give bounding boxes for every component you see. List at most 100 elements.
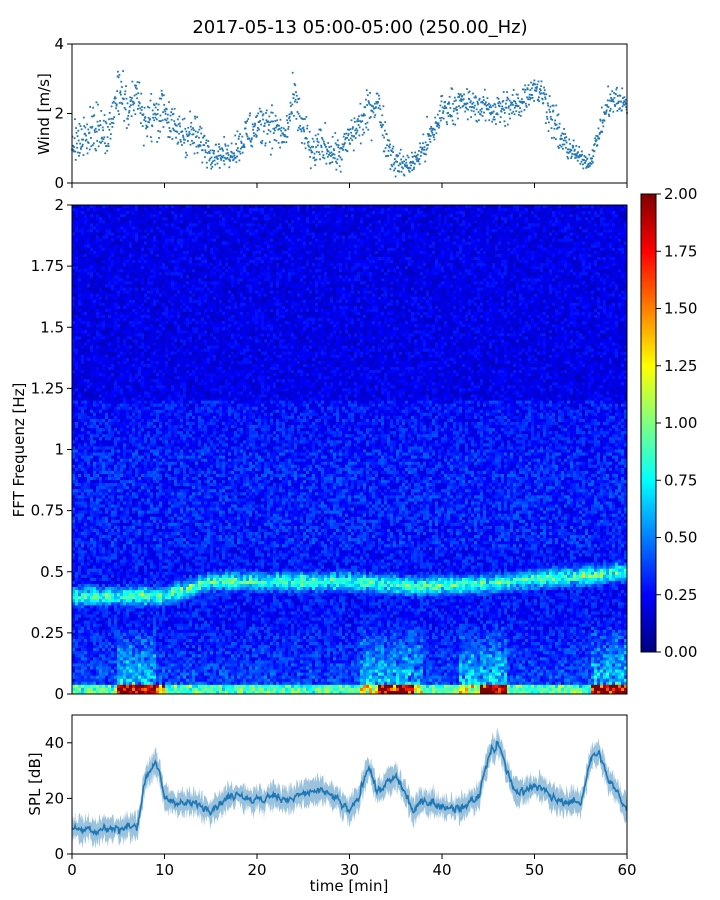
wind-point	[184, 118, 186, 120]
wind-point	[456, 109, 458, 111]
wind-point	[433, 134, 435, 136]
wind-point	[453, 110, 455, 112]
wind-point	[150, 100, 152, 102]
wind-point	[388, 140, 390, 142]
wind-point	[134, 95, 136, 97]
wind-point	[311, 151, 313, 153]
wind-point	[168, 127, 170, 129]
wind-point	[380, 122, 382, 124]
wind-point	[98, 129, 100, 131]
wind-point	[425, 142, 427, 144]
wind-point	[89, 132, 91, 134]
wind-point	[163, 104, 165, 106]
wind-point	[457, 118, 459, 120]
wind-point	[175, 137, 177, 139]
wind-point	[240, 141, 242, 143]
wind-point	[158, 104, 160, 106]
wind-point	[103, 136, 105, 138]
wind-point	[316, 151, 318, 153]
wind-point	[87, 152, 89, 154]
wind-point	[206, 162, 208, 164]
wind-point	[357, 130, 359, 132]
wind-point	[389, 144, 391, 146]
wind-point	[449, 96, 451, 98]
wind-point	[283, 127, 285, 129]
wind-point	[221, 148, 223, 150]
wind-point	[302, 118, 304, 120]
wind-point	[118, 113, 120, 115]
wind-point	[108, 129, 110, 131]
wind-point	[327, 156, 329, 158]
wind-point	[228, 166, 230, 168]
wind-point	[349, 143, 351, 145]
wind-point	[100, 124, 102, 126]
wind-point	[407, 155, 409, 157]
wind-point	[176, 131, 178, 133]
wind-point	[286, 119, 288, 121]
wind-point	[186, 154, 188, 156]
wind-point	[73, 146, 75, 148]
wind-point	[265, 112, 267, 114]
wind-point	[295, 118, 297, 120]
wind-point	[146, 135, 148, 137]
wind-point	[229, 160, 231, 162]
wind-point	[184, 128, 186, 130]
wind-point	[231, 143, 233, 145]
wind-point	[278, 125, 280, 127]
wind-point	[190, 122, 192, 124]
wind-point	[177, 142, 179, 144]
wind-point	[127, 118, 129, 120]
wind-point	[198, 146, 200, 148]
wind-point	[344, 142, 346, 144]
wind-point	[113, 116, 115, 118]
wind-point	[252, 129, 254, 131]
wind-point	[294, 101, 296, 103]
wind-point	[273, 132, 275, 134]
wind-point	[371, 140, 373, 142]
wind-point	[80, 148, 82, 150]
wind-point	[319, 153, 321, 155]
wind-point	[137, 92, 139, 94]
wind-point	[108, 145, 110, 147]
wind-point	[147, 126, 149, 128]
wind-point	[235, 161, 237, 163]
wind-point	[115, 97, 117, 99]
wind-point	[353, 135, 355, 137]
wind-point	[222, 150, 224, 152]
wind-point	[156, 103, 158, 105]
wind-point	[141, 109, 143, 111]
wind-point	[392, 146, 394, 148]
wind-point	[205, 142, 207, 144]
wind-point	[392, 151, 394, 153]
wind-point	[95, 150, 97, 152]
wind-point	[454, 124, 456, 126]
wind-point	[429, 128, 431, 130]
wind-point	[405, 159, 407, 161]
wind-point	[384, 150, 386, 152]
wind-point	[315, 135, 317, 137]
wind-point	[342, 149, 344, 151]
wind-point	[314, 153, 316, 155]
wind-point	[77, 135, 79, 137]
wind-point	[161, 93, 163, 95]
wind-point	[340, 171, 342, 173]
wind-point	[124, 90, 126, 92]
wind-point	[111, 105, 113, 107]
wind-point	[237, 147, 239, 149]
wind-point	[239, 133, 241, 135]
wind-point	[128, 112, 130, 114]
wind-point	[234, 155, 236, 157]
wind-point	[284, 134, 286, 136]
wind-point	[218, 155, 220, 157]
wind-point	[217, 150, 219, 152]
wind-point	[220, 157, 222, 159]
wind-point	[227, 157, 229, 159]
wind-point	[141, 106, 143, 108]
wind-point	[460, 93, 462, 95]
wind-point	[213, 153, 215, 155]
wind-point	[261, 142, 263, 144]
wind-point	[384, 121, 386, 123]
wind-point	[451, 88, 453, 90]
wind-point	[211, 157, 213, 159]
wind-point	[107, 143, 109, 145]
